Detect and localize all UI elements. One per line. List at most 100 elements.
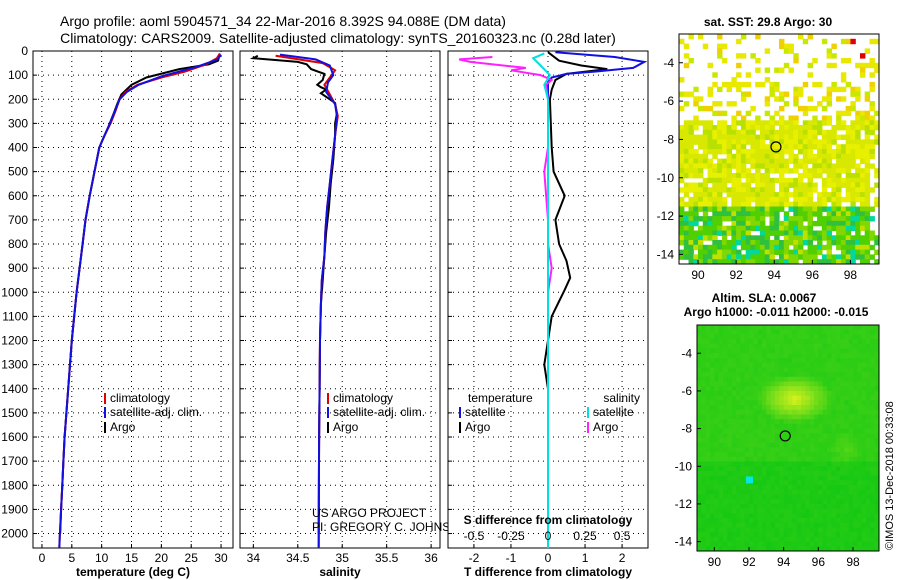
map-cell (693, 187, 699, 193)
map-cell (850, 105, 856, 112)
map-cell (749, 414, 754, 420)
map-cell (721, 58, 728, 64)
map-cell (836, 244, 842, 251)
map-cell (744, 503, 750, 510)
map-cell (714, 527, 720, 533)
map-cell (707, 192, 713, 198)
map-cell (727, 461, 733, 467)
map-cell (679, 105, 685, 112)
map-cell (744, 461, 750, 467)
map-cell (783, 386, 789, 392)
map-cell (840, 206, 847, 212)
map-cell (697, 334, 702, 340)
map-cell (762, 447, 767, 453)
map-cell (807, 96, 813, 102)
map-cell (726, 259, 732, 264)
map-cell (717, 211, 723, 217)
x-tick-label: -1 (506, 551, 517, 565)
map-cell (714, 475, 720, 481)
map-cell (714, 541, 720, 547)
map-cell (788, 149, 794, 155)
map-cell (870, 353, 876, 359)
map-cell (779, 442, 785, 448)
map-cell (744, 362, 750, 368)
map-cell (783, 177, 790, 184)
map-cell (779, 527, 785, 533)
map-cell (793, 134, 799, 140)
map-cell (857, 513, 863, 519)
map-cell (769, 182, 775, 188)
map-cell (702, 187, 709, 193)
map-cell (870, 362, 876, 368)
map-cell (848, 527, 854, 533)
map-cell (736, 480, 741, 486)
map-cell (766, 461, 772, 467)
map-cell (755, 192, 761, 198)
map-cell (801, 480, 806, 486)
map-cell (745, 168, 752, 174)
map-cell (697, 508, 702, 514)
map-cell (736, 206, 742, 212)
map-cell (853, 494, 858, 500)
map-cell (769, 187, 775, 193)
map-cell (731, 513, 737, 519)
map-cell (874, 485, 879, 491)
map-cell (792, 381, 798, 387)
map-cell (845, 249, 852, 255)
map-cell (870, 433, 876, 439)
depth-tick-label: 1600 (1, 430, 28, 444)
map-cell (705, 334, 711, 340)
map-cell (853, 518, 858, 524)
map-cell (826, 129, 832, 136)
map-cell (714, 518, 720, 524)
map-cell (827, 480, 832, 486)
map-cell (818, 362, 824, 368)
map-cell (697, 353, 702, 359)
depth-tick-label: 1300 (1, 358, 28, 372)
map-cell (705, 471, 711, 477)
map-cell (812, 134, 818, 140)
map-cell (749, 409, 754, 416)
map-cell (805, 494, 811, 500)
map-cell (718, 433, 724, 439)
map-cell (866, 546, 871, 551)
map-cell (697, 522, 702, 529)
map-cell (831, 466, 837, 472)
map-cell (712, 125, 718, 131)
map-cell (788, 536, 793, 543)
map-cell (869, 149, 875, 155)
map-cell (870, 367, 876, 373)
map-cell (866, 447, 871, 453)
map-cell (764, 101, 771, 107)
map-cell (807, 187, 813, 193)
map-cell (779, 428, 785, 434)
map-cell (831, 139, 837, 145)
map-cell (857, 372, 863, 378)
map-cell (731, 249, 737, 255)
map-cell (866, 461, 871, 467)
map-cell (796, 386, 802, 392)
map-cell (822, 480, 828, 486)
map-cell (683, 101, 690, 107)
map-cell (714, 489, 720, 496)
map-cell (762, 527, 767, 533)
map-cell (702, 196, 709, 203)
map-cell (850, 240, 856, 246)
map-cell (861, 508, 867, 514)
map-cell (801, 386, 806, 392)
map-cell (766, 471, 772, 477)
map-cell (762, 466, 767, 472)
map-cell (860, 187, 866, 193)
map-cell (870, 442, 876, 448)
map-cell (701, 518, 707, 524)
map-cell (718, 447, 724, 453)
map-cell (850, 101, 856, 107)
map-cell (857, 334, 863, 340)
map-cell (869, 254, 875, 260)
map-cell (821, 206, 828, 212)
map-cell (840, 235, 847, 241)
map-cell (755, 125, 761, 131)
map-cell (770, 461, 776, 467)
map-cell (793, 225, 799, 232)
map-cell (831, 503, 837, 510)
